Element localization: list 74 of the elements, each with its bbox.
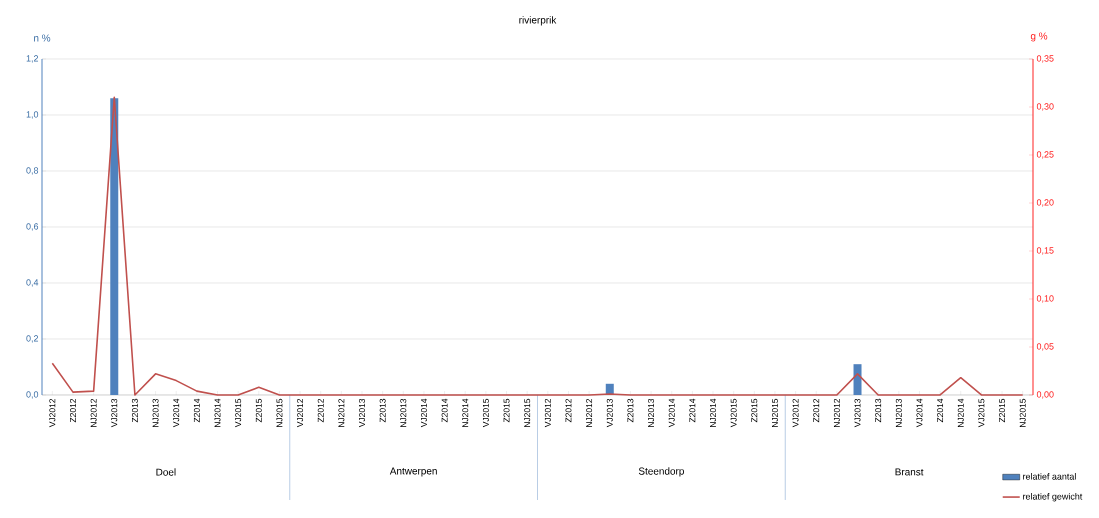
y-tick-label: 0,6: [26, 223, 39, 231]
x-tick-label: NJ2013: [152, 398, 159, 428]
x-tick-label: Z2015: [255, 398, 262, 423]
x-tick-label: Z2013: [627, 398, 634, 423]
x-tick-label: NJ2014: [957, 398, 964, 428]
x-tick-label: VJ2015: [730, 398, 737, 428]
y-axis-title: n %: [34, 34, 51, 42]
x-tick-label: Z2015: [999, 398, 1006, 423]
chart-title: rivierprik: [519, 16, 557, 26]
x-tick-label: Z2014: [193, 398, 200, 423]
x-tick-label: VJ2014: [916, 398, 923, 428]
x-tick-label: VJ2014: [668, 398, 675, 428]
y2-tick-label: 0,10: [1036, 295, 1054, 303]
x-tick-label: VJ2013: [359, 398, 366, 428]
x-tick-label: VJ2012: [297, 398, 304, 428]
x-tick-label: Z2013: [379, 398, 386, 423]
x-tick-label: VJ2012: [49, 398, 56, 428]
x-tick-label: NJ2012: [833, 398, 840, 428]
x-tick-label: VJ2015: [482, 398, 489, 428]
x-tick-label: NJ2015: [771, 398, 778, 428]
y2-tick-label: 0,20: [1036, 199, 1054, 207]
text: Antwerpen: [389, 467, 437, 477]
x-tick-label: NJ2015: [1019, 398, 1026, 428]
y-tick-label: 0,8: [26, 167, 39, 175]
x-tick-label: Z2012: [69, 398, 76, 423]
x-tick-label: Z2014: [441, 398, 448, 423]
y-tick-label: 0,4: [26, 279, 39, 287]
x-tick-label: VJ2013: [606, 398, 613, 428]
x-tick-label: VJ2013: [854, 398, 861, 428]
x-tick-label: Z2012: [565, 398, 572, 423]
text: Branst: [895, 468, 924, 476]
x-tick-label: NJ2012: [586, 398, 593, 428]
text: Steendorp: [638, 467, 684, 477]
y-tick-label: 0,2: [26, 335, 39, 343]
x-tick-label: Z2015: [503, 398, 510, 423]
x-tick-label: Z2014: [937, 398, 944, 423]
x-tick-label: NJ2012: [338, 398, 345, 428]
x-tick-label: Z2015: [751, 398, 758, 423]
x-tick-label: VJ2012: [792, 398, 799, 428]
x-tick-label: NJ2015: [276, 398, 283, 428]
x-tick-label: Z2012: [813, 398, 820, 423]
x-tick-label: VJ2014: [173, 398, 180, 428]
x-tick-label: Z2012: [317, 398, 324, 423]
y2-tick-label: 0,15: [1036, 247, 1054, 255]
x-tick-label: VJ2013: [111, 398, 118, 428]
x-tick-label: NJ2014: [214, 398, 221, 428]
x-tick-label: NJ2014: [462, 398, 469, 428]
bar: [110, 98, 119, 395]
y2-tick-label: 0,35: [1036, 55, 1054, 63]
x-tick-label: Z2013: [875, 398, 882, 423]
y2-tick-label: 0,00: [1036, 391, 1054, 399]
y2-tick-label: 0,30: [1036, 103, 1054, 111]
y-tick-label: 1,2: [26, 55, 39, 63]
y2-tick-label: 0,25: [1036, 151, 1054, 159]
x-tick-label: VJ2015: [235, 398, 242, 428]
legend-label: relatief aantal: [1023, 473, 1076, 480]
x-tick-label: Z2013: [131, 398, 138, 423]
text: Doel: [156, 468, 176, 476]
x-tick-label: NJ2013: [895, 398, 902, 428]
x-tick-label: NJ2013: [400, 398, 407, 428]
y-tick-label: 0,0: [26, 391, 39, 399]
y2-axis-title: g %: [1030, 32, 1048, 42]
x-tick-label: VJ2012: [544, 398, 551, 428]
x-tick-label: VJ2014: [420, 398, 427, 428]
bar: [853, 364, 862, 395]
x-tick-label: Z2014: [689, 398, 696, 423]
y-tick-label: 1,0: [26, 111, 39, 119]
x-tick-label: NJ2012: [90, 398, 97, 428]
x-tick-label: NJ2014: [710, 398, 716, 428]
x-tick-label: NJ2015: [524, 398, 531, 428]
y2-tick-label: 0,05: [1036, 343, 1054, 351]
x-tick-label: VJ2015: [978, 398, 985, 428]
x-tick-label: NJ2013: [648, 398, 655, 428]
legend-label: relatief gewicht: [1023, 493, 1083, 502]
